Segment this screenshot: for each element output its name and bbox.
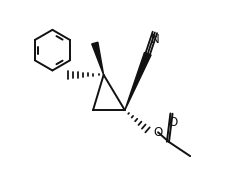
Polygon shape: [124, 52, 150, 110]
Text: N: N: [150, 33, 159, 46]
Text: O: O: [153, 126, 162, 139]
Polygon shape: [91, 42, 103, 75]
Text: O: O: [168, 116, 177, 129]
